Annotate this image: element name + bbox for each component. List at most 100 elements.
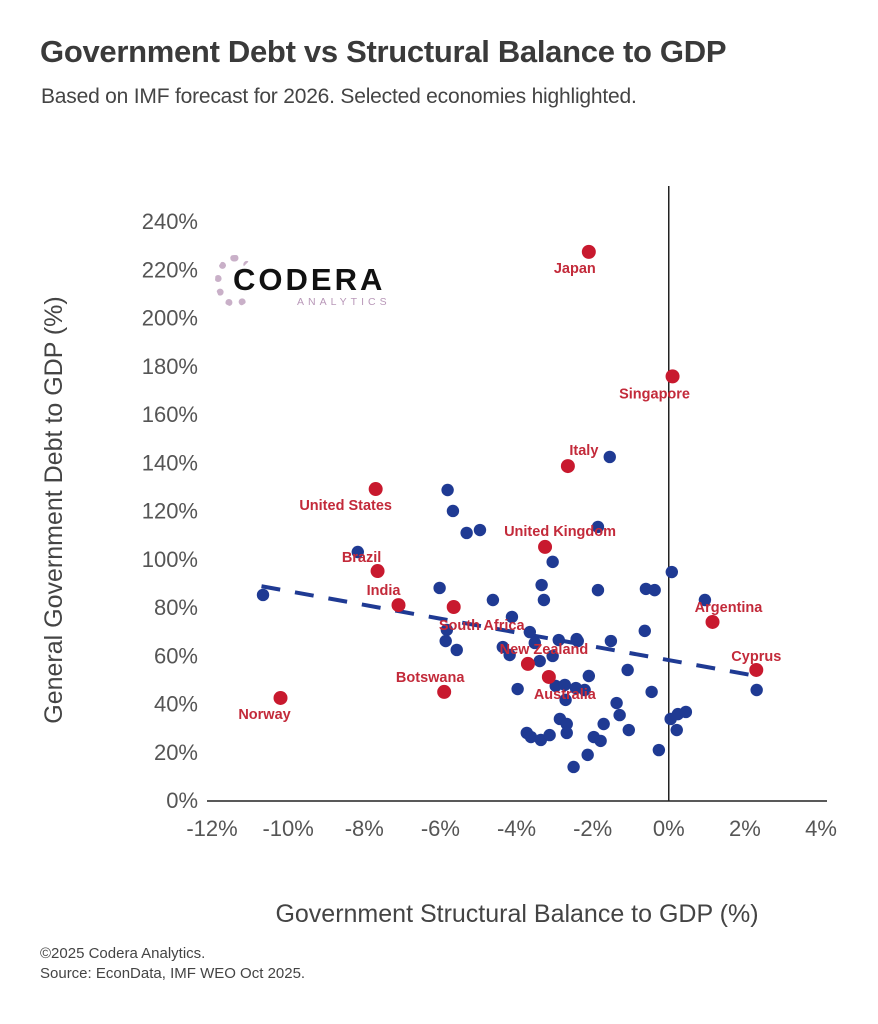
trendline bbox=[261, 584, 757, 678]
data-point bbox=[537, 593, 551, 607]
highlighted-point bbox=[368, 482, 383, 497]
data-point bbox=[560, 726, 573, 740]
data-point bbox=[652, 743, 666, 757]
highlighted-point bbox=[437, 684, 452, 699]
point-label: Norway bbox=[238, 707, 290, 723]
data-point bbox=[603, 450, 616, 464]
point-label: South Africa bbox=[439, 618, 526, 634]
data-point bbox=[558, 678, 572, 692]
data-point bbox=[546, 649, 559, 663]
y-tick-label: 160% bbox=[142, 402, 198, 427]
y-tick-label: 60% bbox=[154, 643, 198, 668]
highlighted-point bbox=[665, 369, 680, 384]
data-point bbox=[613, 708, 626, 722]
point-label: United Kingdom bbox=[504, 524, 616, 540]
y-tick-label: 120% bbox=[142, 499, 198, 524]
highlighted-point bbox=[749, 662, 764, 677]
highlighted-point bbox=[446, 600, 461, 614]
data-point bbox=[441, 483, 454, 497]
x-tick-label: -10% bbox=[262, 816, 313, 841]
data-point bbox=[581, 748, 594, 762]
highlighted-point bbox=[273, 690, 288, 705]
x-axis-title: Government Structural Balance to GDP (%) bbox=[275, 900, 758, 928]
point-label: Singapore bbox=[619, 386, 690, 402]
point-label: India bbox=[367, 583, 402, 599]
source-text: Source: EconData, IMF WEO Oct 2025. bbox=[40, 965, 306, 982]
y-tick-label: 200% bbox=[142, 306, 198, 331]
highlighted-point bbox=[560, 459, 575, 474]
data-point bbox=[535, 578, 548, 592]
data-point bbox=[638, 624, 651, 638]
data-point bbox=[543, 728, 556, 742]
data-point bbox=[604, 634, 618, 648]
data-point bbox=[665, 565, 678, 579]
data-point bbox=[591, 583, 605, 597]
data-point bbox=[505, 610, 519, 624]
other-economies-points bbox=[256, 450, 763, 774]
highlighted-point bbox=[520, 656, 535, 671]
y-tick-label: 40% bbox=[154, 692, 198, 717]
chart-title: Government Debt vs Structural Balance to… bbox=[40, 34, 727, 69]
highlighted-point bbox=[705, 614, 720, 629]
point-label: Cyprus bbox=[731, 649, 781, 665]
data-point bbox=[460, 526, 473, 540]
x-tick-label: -8% bbox=[345, 816, 384, 841]
y-tick-label: 240% bbox=[142, 209, 198, 234]
data-point bbox=[648, 583, 661, 597]
data-point bbox=[552, 633, 565, 647]
trendline-group bbox=[261, 584, 757, 678]
data-point bbox=[560, 717, 573, 731]
data-point bbox=[698, 593, 712, 607]
data-point bbox=[351, 545, 364, 559]
logo-subtext: ANALYTICS bbox=[297, 296, 391, 308]
data-point bbox=[621, 663, 634, 677]
highlighted-economies-points bbox=[273, 244, 764, 705]
point-label: Argentina bbox=[695, 600, 764, 616]
data-point bbox=[679, 705, 693, 719]
data-point bbox=[523, 625, 537, 639]
data-point bbox=[446, 504, 460, 518]
x-tick-label: 4% bbox=[805, 816, 837, 841]
data-point bbox=[597, 717, 610, 731]
logo-mark-icon bbox=[215, 255, 255, 307]
data-point bbox=[645, 685, 658, 699]
highlighted-point bbox=[391, 598, 406, 613]
y-tick-label: 80% bbox=[154, 595, 198, 620]
x-tick-label: 2% bbox=[729, 816, 761, 841]
y-tick-label: 100% bbox=[142, 547, 198, 572]
data-point bbox=[567, 760, 580, 774]
data-point bbox=[594, 734, 607, 748]
point-label: United States bbox=[299, 498, 392, 514]
copyright-text: ©2025 Codera Analytics. bbox=[40, 945, 206, 962]
highlighted-point bbox=[581, 244, 596, 259]
data-point bbox=[546, 555, 559, 569]
y-axis-title: General Government Debt to GDP (%) bbox=[40, 296, 68, 724]
highlighted-point bbox=[538, 539, 553, 554]
point-label: Botswana bbox=[396, 670, 465, 686]
point-label: Japan bbox=[554, 261, 596, 277]
chart-subtitle: Based on IMF forecast for 2026. Selected… bbox=[41, 85, 637, 108]
data-point bbox=[750, 683, 763, 697]
x-tick-label: -2% bbox=[573, 816, 612, 841]
data-point bbox=[610, 696, 623, 710]
point-label: New Zealand bbox=[500, 642, 589, 658]
logo-wordmark: CODERA bbox=[233, 262, 386, 297]
data-point bbox=[439, 634, 452, 648]
x-tick-label: -12% bbox=[186, 816, 237, 841]
point-label: Australia bbox=[534, 687, 597, 703]
highlighted-point bbox=[370, 564, 385, 579]
data-point bbox=[670, 723, 683, 737]
data-point bbox=[503, 648, 516, 662]
data-point bbox=[473, 523, 487, 537]
highlighted-economies-labels: Japan Singapore Italy United States United K… bbox=[238, 261, 781, 723]
highlighted-point bbox=[541, 669, 556, 684]
x-tick-label: -4% bbox=[497, 816, 536, 841]
y-tick-label: 20% bbox=[154, 740, 198, 765]
codera-logo: CODERA ANALYTICS bbox=[215, 255, 390, 310]
data-point bbox=[256, 588, 270, 602]
data-point bbox=[511, 682, 524, 696]
data-point bbox=[486, 593, 500, 607]
data-point bbox=[440, 623, 454, 637]
data-point bbox=[591, 520, 605, 534]
